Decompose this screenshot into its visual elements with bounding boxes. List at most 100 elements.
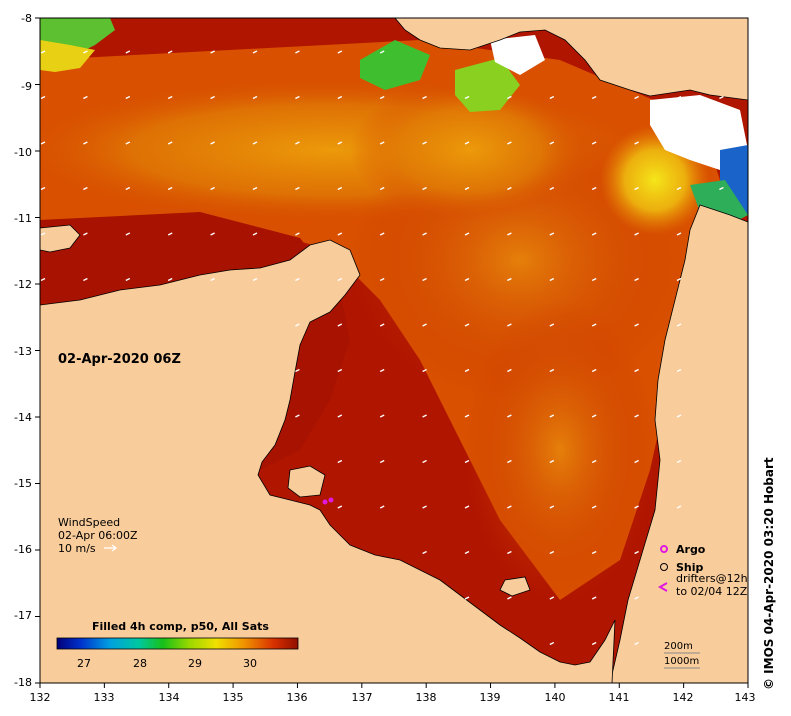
wind-arrow [507,459,512,464]
wind-arrow [422,505,427,509]
wind-arrow [40,277,46,282]
wind-arrow [591,95,597,100]
wind-arrow [337,95,343,100]
wind-arrow [591,368,597,373]
argo-marker [322,499,328,505]
y-tick-label: -8 [21,12,32,25]
wind-arrow [40,50,46,54]
wind-arrow [379,232,385,236]
wind-arrow [507,596,512,600]
wind-arrow [379,95,385,100]
wind-arrow [676,459,682,464]
wind-arrow [125,95,131,100]
wind-arrow [40,95,46,100]
wind-arrow [40,232,46,236]
wind-arrow [252,50,258,54]
argo-floats [322,497,334,505]
wind-arrow [83,186,88,191]
y-tick-label: -15 [14,477,32,490]
ship-legend-label: Ship [676,561,704,574]
wind-arrow [295,368,300,373]
y-tick-label: -14 [14,411,32,424]
y-tick-label: -11 [14,212,32,225]
wind-arrow [634,459,639,464]
wind-arrow [337,186,343,191]
wind-arrow [40,186,46,191]
sst-yellow-nw [40,40,95,72]
wind-arrow [125,141,131,145]
x-tick-label: 138 [416,691,437,704]
wind-arrow [295,95,300,100]
wind-arrow [464,277,470,282]
wind-arrow [634,95,639,100]
x-tick-label: 139 [480,691,501,704]
wind-arrow [167,50,173,54]
x-tick-label: 137 [352,691,373,704]
colorbar-gradient [56,637,299,650]
colorbar: Filled 4h comp, p50, All Sats 27 28 29 3… [56,620,299,670]
wind-arrow [464,186,470,191]
sst-orange-south [465,300,655,600]
wind-arrow [167,232,173,236]
x-tick-label: 136 [287,691,308,704]
wind-legend-scale: 10 m/s [58,542,96,555]
sst-orange-north [350,80,590,220]
wind-arrow [719,141,724,145]
wind-arrow [210,232,215,236]
wind-arrow [252,186,258,191]
wind-arrow [379,141,385,145]
drifter-legend-time: to 02/04 12Z [676,585,748,598]
argo-legend-label: Argo [676,543,706,556]
colorbar-tick: 28 [133,657,147,670]
ship-legend-icon [660,563,668,571]
wind-arrow [676,277,682,282]
wind-arrow [507,186,512,191]
wind-arrow [634,232,639,236]
wind-arrow [379,368,385,373]
wind-arrow [337,50,343,54]
wind-arrow [719,186,724,191]
wind-arrow [379,505,385,509]
wind-arrow [125,277,131,282]
wind-arrow [549,505,555,509]
wind-arrow [167,277,173,282]
wind-arrow [422,459,427,464]
imos-credit: © IMOS 04-Apr-2020 03:20 Hobart [762,457,776,690]
wind-arrow [295,277,300,282]
wind-arrow [591,323,597,327]
x-tick-label: 133 [94,691,115,704]
wind-arrow [591,550,597,555]
wind-arrow [422,323,427,327]
wind-arrow [83,95,88,100]
cloud-gap-n [490,35,545,75]
wind-arrow [337,414,343,418]
wind-arrow [422,414,427,418]
wind-arrow [549,459,555,464]
wind-arrow [83,50,88,54]
wind-arrow [295,50,300,54]
x-tick-label: 143 [735,691,756,704]
wind-arrow [464,414,470,418]
isobath-1000-label: 1000m [664,656,699,667]
wind-arrow [591,459,597,464]
wind-arrow [549,550,555,555]
wind-arrow [210,95,215,100]
wind-arrow [252,141,258,145]
wind-arrow [549,95,555,100]
x-tick-label: 140 [545,691,566,704]
wind-arrow [591,186,597,191]
wind-arrow [676,232,682,236]
wind-arrow [676,141,682,145]
wind-arrow [337,141,343,145]
wind-arrow [507,95,512,100]
wind-arrow [549,323,555,327]
wind-arrow [252,277,258,282]
wind-arrow [422,186,427,191]
wind-arrow [676,95,682,100]
wind-arrow [167,186,173,191]
y-axis-labels: -8 -9 -10 -11 -12 -13 -14 -15 -16 -17 -1… [14,12,32,689]
wind-arrow [507,277,512,282]
wind-arrow [464,550,470,555]
y-tick-label: -12 [14,278,32,291]
